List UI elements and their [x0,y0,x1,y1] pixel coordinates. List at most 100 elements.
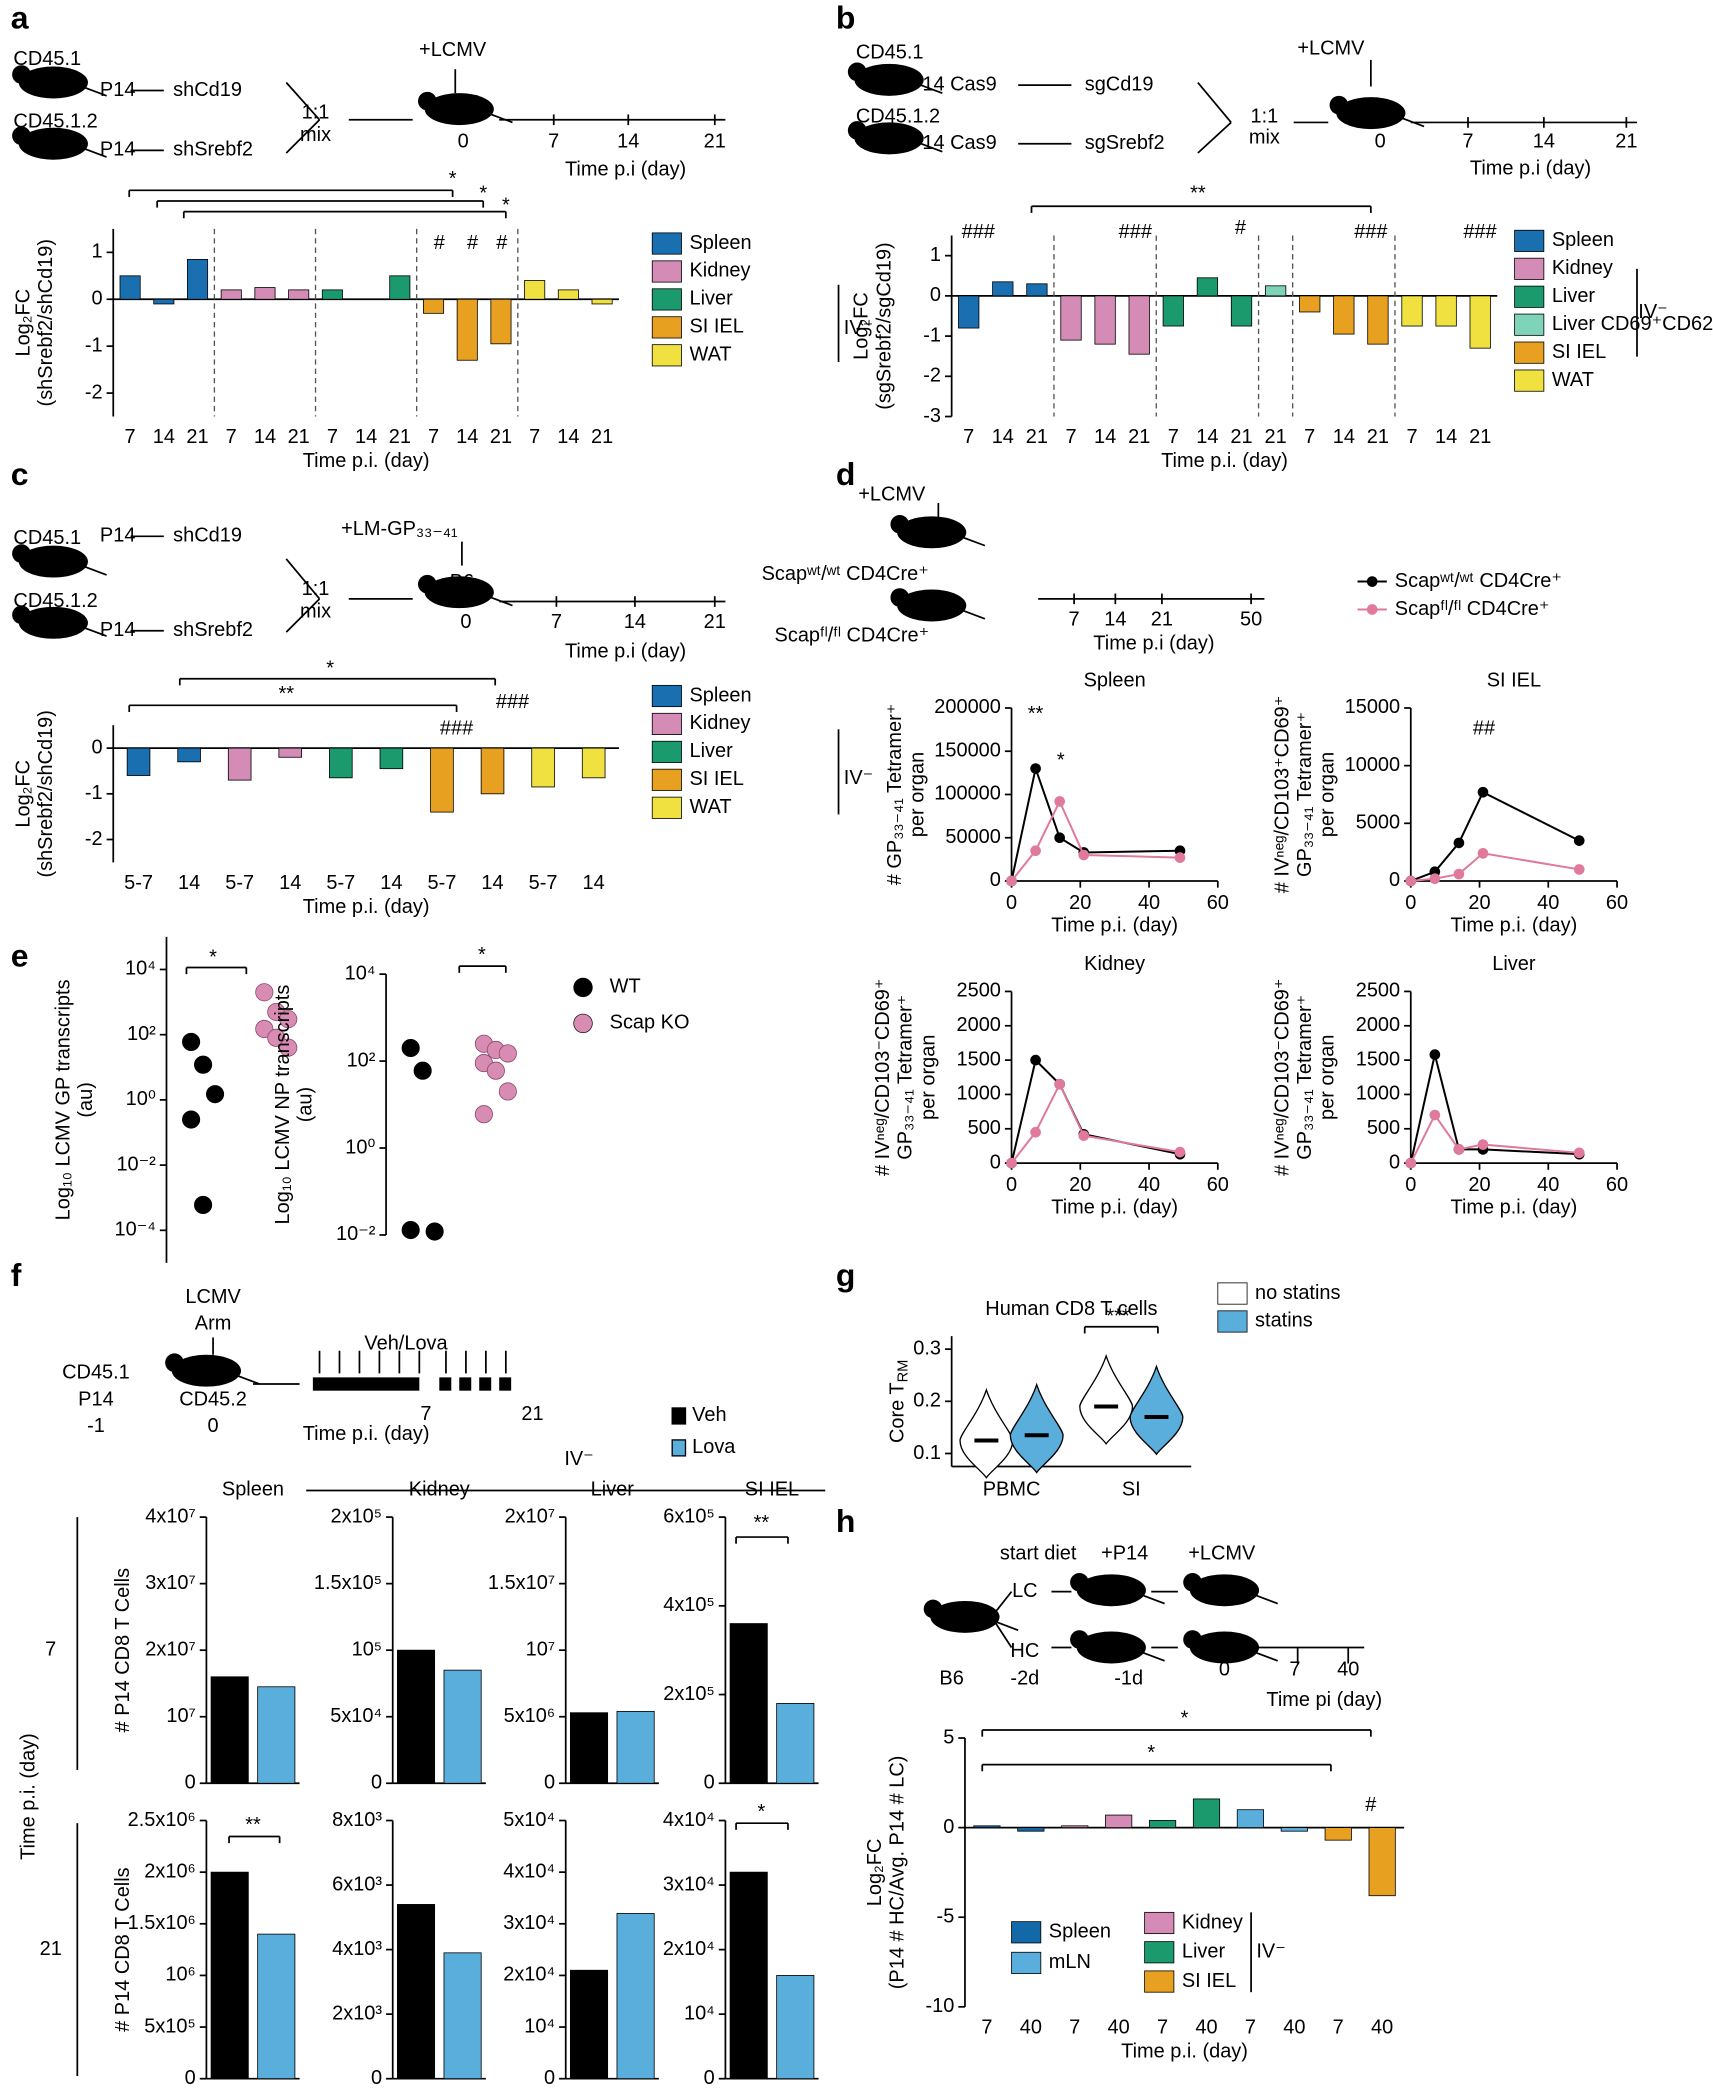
schematic-label: +P14 [1101,1543,1148,1565]
data-point [1429,1109,1441,1121]
data-point [498,1044,517,1063]
y-axis-label: per organ [907,752,929,837]
bar [177,747,201,763]
y-tick-label: 5000 [1356,812,1400,834]
legend-swatch [1514,341,1545,364]
x-tick-label: 20 [1069,1174,1091,1196]
mouse-icon [171,1354,242,1387]
y-tick-label: 1.5x10⁶ [128,1912,196,1934]
schematic-label: Time pi (day) [1266,1689,1382,1711]
data-point [1573,864,1585,875]
schematic-line [490,113,513,124]
panel-label: c [11,456,29,492]
schematic-label: P14 Cas9 [909,73,997,95]
data-point [1477,1139,1489,1150]
y-tick-label: 50000 [945,826,1001,848]
x-tick-label: 5-7 [529,872,558,894]
schematic-label: P14 [100,139,136,161]
y-axis-label: (au) [75,1082,97,1117]
legend-swatch [1514,229,1545,252]
y-tick-label: 1000 [1356,1083,1400,1105]
data-point [1573,835,1585,846]
schematic-label: start diet [1000,1543,1077,1565]
data-point [1030,1126,1041,1138]
chart-title: Liver [591,1479,635,1501]
bar [1264,285,1287,297]
legend-swatch [651,232,682,255]
legend-label: Kidney [689,712,750,734]
data-point [413,1061,432,1080]
mouse-icon [12,605,31,625]
schematic-line [1142,1652,1165,1662]
schematic-line [990,1591,1013,1618]
y-tick-label: 0 [930,284,941,306]
panel-label: d [836,456,855,492]
x-tick-label: 40 [1283,2016,1305,2038]
y-tick-label: 10⁷ [526,1638,555,1660]
y-tick-label: 2x10³ [332,2002,382,2024]
x-tick-label: 20 [1069,892,1091,914]
bar [776,1703,815,1784]
legend-label: Liver CD69⁺CD62L⁻ [1552,313,1713,335]
x-tick-label: 14 [254,426,276,448]
x-tick-label: 14 [355,426,377,448]
y-tick-label: 4x10³ [332,1938,382,1960]
x-axis-label: Time p.i. (day) [303,450,430,472]
data-point [255,983,274,1002]
significance: ### [440,718,473,740]
data-point [206,1085,225,1104]
mouse-icon [1076,1574,1146,1607]
bar [1324,1827,1352,1841]
panel-label: h [836,1503,855,1539]
mouse-icon [897,516,967,549]
bar [490,298,512,345]
bar [973,1825,1001,1829]
treatment-bar [459,1377,472,1391]
y-tick-label: 8x10³ [332,1809,382,1831]
data-point [1405,875,1417,887]
schematic-label: shSrebf2 [173,139,253,161]
y-tick-label: 0 [371,1772,382,1794]
schematic-label: 14 [624,611,646,633]
x-tick-label: 7 [1245,2016,1256,2038]
bar [1128,295,1150,355]
mouse-icon [165,1353,184,1373]
schematic-label: mix [1249,127,1280,149]
violin [1079,1353,1134,1445]
legend-label: Veh [692,1404,726,1426]
data-point [1453,868,1465,880]
significance: # [1365,1794,1376,1816]
mouse-icon [1336,97,1406,130]
schematic-label: sgSrebf2 [1085,132,1165,154]
mouse-icon [930,1600,1000,1633]
x-tick-label: 7 [529,426,540,448]
data-point [1006,875,1017,887]
data-point [1030,845,1041,857]
data-point [182,1032,201,1051]
schematic-label: 21 [1615,131,1637,153]
legend-label: Spleen [1049,1921,1111,1943]
bar [1469,295,1491,349]
legend-swatch [651,288,682,311]
treatment-bar [499,1377,512,1391]
schematic-label: 0 [458,131,469,153]
data-point [194,1055,213,1074]
y-tick-label: 2000 [957,1014,1001,1036]
data-point [1477,847,1489,859]
schematic-line [85,566,107,576]
y-axis-label: Core T [887,1382,909,1443]
series-line [1409,1054,1580,1164]
x-tick-label: 40 [1138,892,1160,914]
y-axis-label: GP₃₃₋₄₁ Tetramer⁺ [895,995,917,1160]
schematic-label: 7 [420,1403,431,1425]
data-point [474,1105,493,1124]
mouse-icon [418,574,437,594]
significance: ### [1354,221,1387,243]
treatment-bar [312,1377,420,1391]
mouse-icon [1189,1631,1260,1664]
bar [254,287,276,300]
y-tick-label: 2x10⁴ [663,1938,715,1960]
mouse-icon [1189,1574,1260,1607]
violin [1009,1382,1064,1474]
significance: * [502,195,510,217]
